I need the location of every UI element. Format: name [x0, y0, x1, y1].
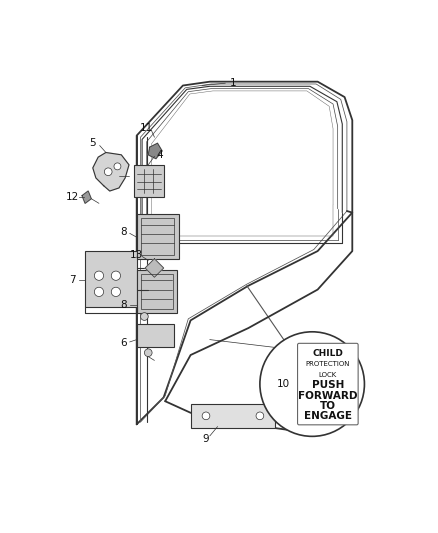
- Text: 4: 4: [156, 150, 163, 160]
- FancyBboxPatch shape: [297, 343, 358, 425]
- Text: 11: 11: [140, 123, 153, 133]
- Bar: [134, 165, 164, 197]
- Text: 8: 8: [120, 227, 127, 237]
- Text: CHILD: CHILD: [312, 349, 343, 358]
- Bar: [137, 214, 179, 259]
- Polygon shape: [148, 143, 162, 159]
- Text: TO: TO: [320, 401, 336, 411]
- Text: 1: 1: [230, 78, 236, 88]
- Circle shape: [145, 349, 152, 357]
- Bar: [191, 403, 276, 428]
- Circle shape: [104, 168, 112, 175]
- Circle shape: [111, 271, 120, 280]
- Polygon shape: [145, 259, 164, 277]
- Text: 9: 9: [203, 434, 209, 444]
- Text: 13: 13: [130, 250, 143, 260]
- Text: LOCK: LOCK: [319, 372, 337, 378]
- Text: 10: 10: [277, 379, 290, 389]
- Circle shape: [111, 287, 120, 296]
- Text: FORWARD: FORWARD: [298, 391, 357, 401]
- Text: ENGAGE: ENGAGE: [304, 411, 352, 422]
- Circle shape: [94, 287, 103, 296]
- Text: 5: 5: [89, 138, 96, 148]
- Text: 6: 6: [120, 338, 127, 349]
- Circle shape: [202, 412, 210, 419]
- Text: 7: 7: [70, 276, 76, 285]
- Circle shape: [114, 163, 121, 170]
- Text: PROTECTION: PROTECTION: [306, 361, 350, 367]
- Bar: [137, 270, 177, 313]
- Polygon shape: [93, 152, 129, 191]
- Text: 12: 12: [66, 192, 79, 202]
- Text: PUSH: PUSH: [312, 380, 344, 390]
- Bar: [141, 218, 174, 255]
- Bar: [141, 274, 173, 309]
- Circle shape: [94, 271, 103, 280]
- Bar: [137, 324, 173, 348]
- Bar: [85, 251, 138, 306]
- Circle shape: [260, 332, 364, 437]
- Polygon shape: [82, 191, 91, 203]
- Circle shape: [256, 412, 264, 419]
- Circle shape: [141, 313, 148, 320]
- Text: 8: 8: [120, 300, 127, 310]
